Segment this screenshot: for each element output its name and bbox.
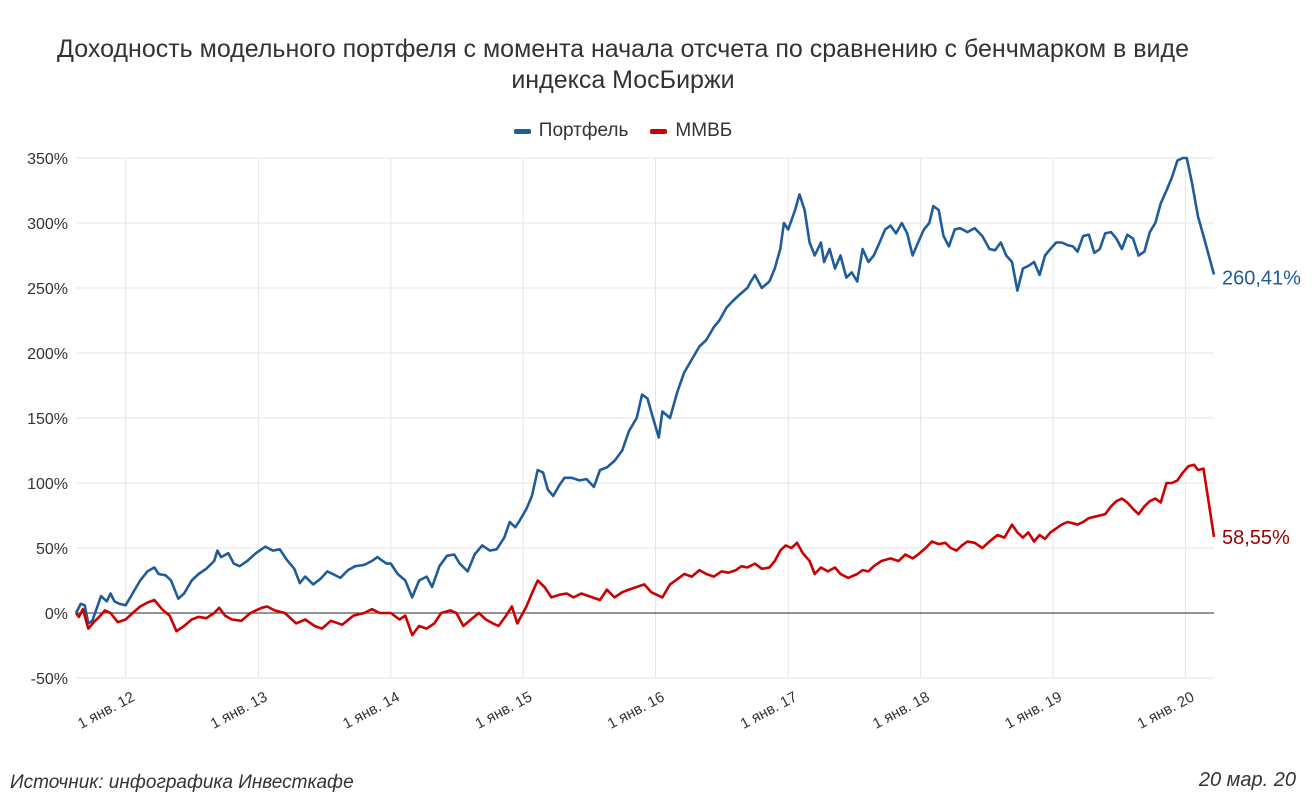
chart-title-line2: индекса МосБиржи bbox=[511, 66, 735, 94]
y-tick-label: 0% bbox=[45, 606, 68, 623]
legend-item-portfolio[interactable]: Портфель bbox=[513, 120, 629, 142]
legend-swatch-portfolio bbox=[513, 128, 531, 134]
x-tick-label: 1 янв. 18 bbox=[870, 689, 933, 733]
y-tick-label: 100% bbox=[27, 476, 68, 493]
chart-legend: Портфель ММВБ bbox=[0, 120, 1246, 142]
series-lines bbox=[74, 156, 1216, 637]
x-tick-label: 1 янв. 17 bbox=[737, 689, 800, 733]
legend-swatch-mmvb bbox=[650, 128, 668, 134]
x-tick-label: 1 янв. 20 bbox=[1135, 689, 1198, 733]
chart-title: Доходность модельного портфеля с момента… bbox=[0, 34, 1246, 96]
y-tick-label: 250% bbox=[27, 281, 68, 298]
y-tick-label: 150% bbox=[27, 411, 68, 428]
series-line-mmvb bbox=[74, 463, 1216, 637]
legend-item-mmvb[interactable]: ММВБ bbox=[650, 120, 732, 142]
axes: -50% 0% 50% 100% 150% 200% 250% 300% 350% 1 янв. … bbox=[27, 151, 1214, 733]
x-tick-label: 1 янв. 12 bbox=[75, 689, 138, 733]
x-tick-label: 1 янв. 13 bbox=[208, 689, 271, 733]
x-tick-label: 1 янв. 16 bbox=[605, 689, 668, 733]
x-tick-label: 1 янв. 14 bbox=[340, 689, 403, 733]
series-line-portfolio bbox=[74, 156, 1216, 625]
end-labels: 260,41% 58,55% bbox=[1222, 267, 1301, 548]
source-note: Источник: инфографика Инвесткафе bbox=[10, 772, 354, 793]
legend-label-mmvb: ММВБ bbox=[675, 120, 733, 141]
chart-title-line1: Доходность модельного портфеля с момента… bbox=[57, 35, 1189, 63]
y-tick-label: -50% bbox=[31, 671, 68, 688]
x-tick-label: 1 янв. 15 bbox=[472, 689, 535, 733]
y-tick-label: 300% bbox=[27, 216, 68, 233]
x-tick-label: 1 янв. 19 bbox=[1002, 689, 1065, 733]
grid-lines bbox=[76, 157, 1214, 679]
end-label-mmvb: 58,55% bbox=[1222, 527, 1290, 549]
y-tick-label: 350% bbox=[27, 151, 68, 168]
date-stamp: 20 мар. 20 bbox=[1198, 769, 1296, 791]
y-tick-label: 200% bbox=[27, 346, 68, 363]
end-label-portfolio: 260,41% bbox=[1222, 267, 1301, 289]
y-tick-label: 50% bbox=[36, 541, 68, 558]
legend-label-portfolio: Портфель bbox=[538, 120, 629, 141]
